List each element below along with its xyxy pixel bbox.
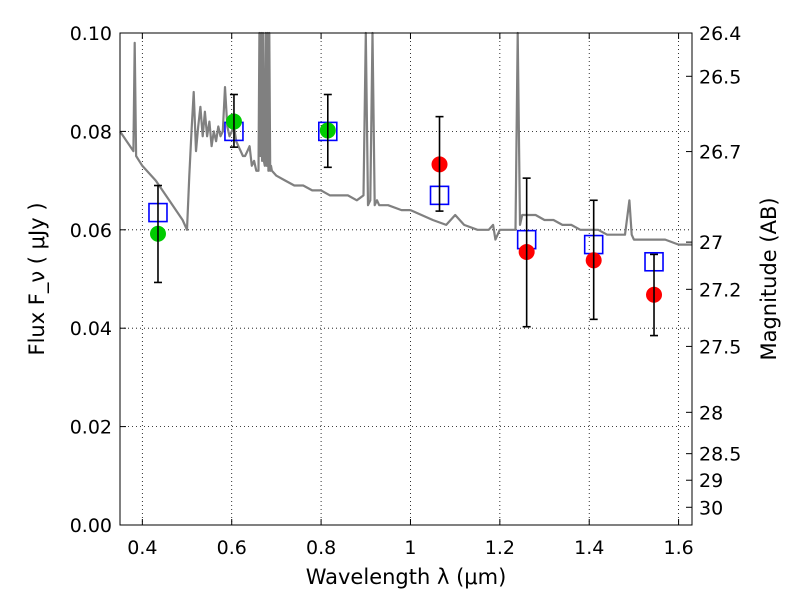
y-tick-label: 0.00 [70,515,112,537]
axis-ticks: 0.4 0.6 0.8 1 1.2 1.4 1.6 0.00 0.02 0.04 0.06 0.08 0… [70,23,742,559]
y2-tick-label: 27.2 [699,279,741,301]
x-tick-label: 0.4 [127,537,157,559]
y2-tick-label: 26.4 [699,23,741,45]
y2-tick-label: 28.5 [699,444,741,466]
y2-tick-label: 30 [699,497,723,519]
x-tick-label: 1 [404,537,416,559]
x-tick-label: 1.6 [663,537,693,559]
x-axis-label: Wavelength λ (μm) [306,565,507,589]
x-tick-label: 1.4 [574,537,604,559]
y-tick-label: 0.02 [70,417,112,439]
x-tick-label: 0.8 [306,537,336,559]
y2-tick-label: 27.5 [699,336,741,358]
y2-tick-label: 29 [699,470,723,492]
x-tick-label: 1.2 [485,537,515,559]
y2-tick-label: 28 [699,402,723,424]
y2-axis-label: Magnitude (AB) [757,197,781,360]
y-tick-label: 0.08 [70,121,112,143]
plot-frame [119,32,693,526]
y-axis-label: Flux F_ν ( μJy ) [25,202,50,355]
data-series [119,31,692,337]
y2-tick-label: 26.5 [699,66,741,88]
y-tick-label: 0.04 [70,318,112,340]
y2-tick-label: 26.7 [699,142,741,164]
model-spectrum-line [119,31,692,246]
y2-tick-label: 27 [699,232,723,254]
y-tick-label: 0.10 [70,23,112,45]
x-tick-label: 0.6 [217,537,247,559]
y-tick-label: 0.06 [70,220,112,242]
